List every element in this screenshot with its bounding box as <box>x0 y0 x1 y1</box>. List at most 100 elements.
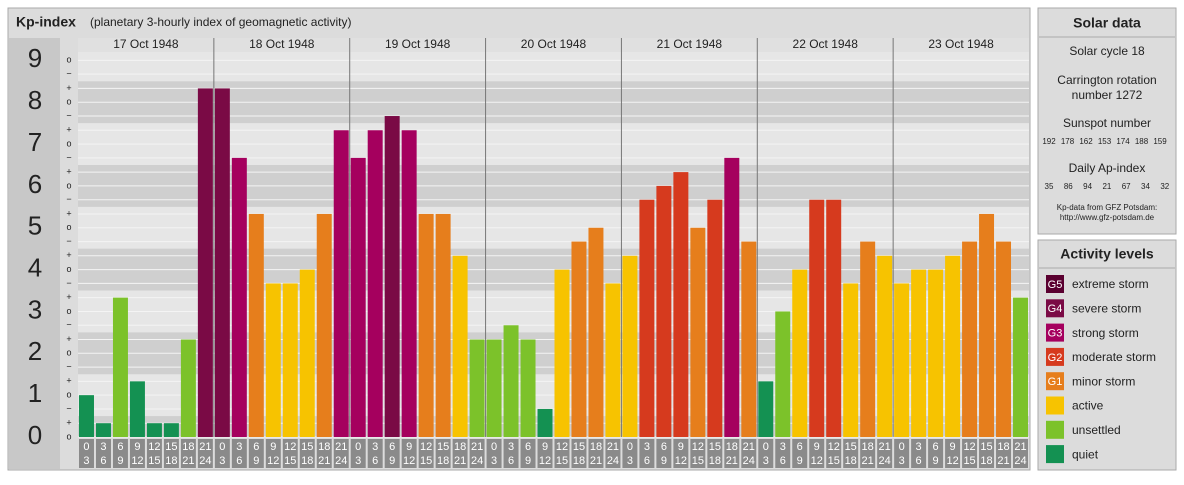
interval-start: 12 <box>420 441 432 453</box>
interval-end: 24 <box>335 455 347 467</box>
minor-tick-label: o <box>66 348 71 358</box>
bar <box>503 325 519 437</box>
bar <box>146 423 162 437</box>
bar <box>418 213 434 437</box>
interval-start: 0 <box>627 441 633 453</box>
bar <box>877 255 893 437</box>
interval-end: 9 <box>389 455 395 467</box>
interval-start: 18 <box>454 441 466 453</box>
bar <box>945 255 961 437</box>
interval-cell <box>571 439 587 468</box>
bar <box>95 423 111 437</box>
bar <box>588 227 604 437</box>
legend-swatch <box>1046 396 1064 415</box>
bar <box>826 199 842 437</box>
minor-tick-label: + <box>66 418 71 428</box>
interval-cell <box>95 439 111 468</box>
minor-tick-label: + <box>66 125 71 135</box>
interval-end: 3 <box>491 455 497 467</box>
interval-start: 6 <box>797 441 803 453</box>
minor-tick-label: − <box>66 361 71 371</box>
ap-number: 94 <box>1083 182 1092 191</box>
minor-tick-label: + <box>66 376 71 386</box>
interval-start: 0 <box>899 441 905 453</box>
bar <box>197 88 213 438</box>
interval-end: 21 <box>318 455 330 467</box>
sunspot-number: 178 <box>1061 137 1075 146</box>
interval-cell <box>503 439 519 468</box>
interval-start: 18 <box>726 441 738 453</box>
minor-tick-label: o <box>66 222 71 232</box>
interval-cell <box>384 439 400 468</box>
bar <box>316 213 332 437</box>
interval-end: 3 <box>355 455 361 467</box>
interval-cell <box>928 439 944 468</box>
interval-cell <box>265 439 281 468</box>
y-tick-label: 7 <box>28 127 42 157</box>
interval-start: 15 <box>980 441 992 453</box>
interval-cell <box>180 439 196 468</box>
y-tick-label: 1 <box>28 378 42 408</box>
interval-cell <box>860 439 876 468</box>
interval-end: 6 <box>644 455 650 467</box>
interval-end: 3 <box>219 455 225 467</box>
minor-tick-label: o <box>66 55 71 65</box>
bar <box>962 241 978 437</box>
bar <box>265 283 281 437</box>
interval-cell <box>248 439 264 468</box>
interval-start: 6 <box>389 441 395 453</box>
interval-start: 3 <box>780 441 786 453</box>
interval-cell <box>333 439 349 468</box>
interval-start: 12 <box>828 441 840 453</box>
interval-end: 21 <box>182 455 194 467</box>
sunspot-label: Sunspot number <box>1063 116 1151 130</box>
interval-start: 3 <box>236 441 242 453</box>
ap-number: 34 <box>1141 182 1150 191</box>
interval-start: 9 <box>134 441 140 453</box>
bar <box>792 269 808 437</box>
interval-start: 15 <box>437 441 449 453</box>
interval-start: 12 <box>692 441 704 453</box>
interval-end: 15 <box>420 455 432 467</box>
legend-code: G2 <box>1048 352 1063 364</box>
interval-cell <box>673 439 689 468</box>
interval-end: 18 <box>845 455 857 467</box>
sunspot-number: 159 <box>1153 137 1167 146</box>
ap-label: Daily Ap-index <box>1069 161 1146 175</box>
bar <box>656 185 672 437</box>
interval-cell <box>79 439 94 468</box>
y-tick-label: 6 <box>28 169 42 199</box>
interval-start: 9 <box>542 441 548 453</box>
interval-cell <box>826 439 842 468</box>
bar <box>979 213 995 437</box>
bar <box>537 408 553 437</box>
interval-cell <box>316 439 332 468</box>
interval-start: 15 <box>301 441 313 453</box>
interval-end: 15 <box>148 455 160 467</box>
ap-number: 21 <box>1102 182 1111 191</box>
interval-start: 6 <box>661 441 667 453</box>
bar <box>469 339 485 437</box>
interval-start: 21 <box>879 441 891 453</box>
interval-start: 18 <box>318 441 330 453</box>
minor-tick-label: − <box>66 194 71 204</box>
legend-name: unsettled <box>1072 423 1121 437</box>
bar <box>860 241 876 437</box>
bar <box>605 283 621 437</box>
bar <box>554 269 570 437</box>
interval-start: 18 <box>590 441 602 453</box>
interval-start: 3 <box>100 441 106 453</box>
interval-cell <box>656 439 672 468</box>
interval-end: 15 <box>828 455 840 467</box>
minor-tick-label: + <box>66 166 71 176</box>
interval-cell <box>690 439 706 468</box>
interval-cell <box>520 439 536 468</box>
interval-end: 18 <box>165 455 177 467</box>
interval-end: 12 <box>403 455 415 467</box>
bar <box>79 395 94 437</box>
bar <box>129 381 145 437</box>
interval-cell <box>401 439 417 468</box>
bar <box>350 157 366 437</box>
interval-end: 3 <box>627 455 633 467</box>
